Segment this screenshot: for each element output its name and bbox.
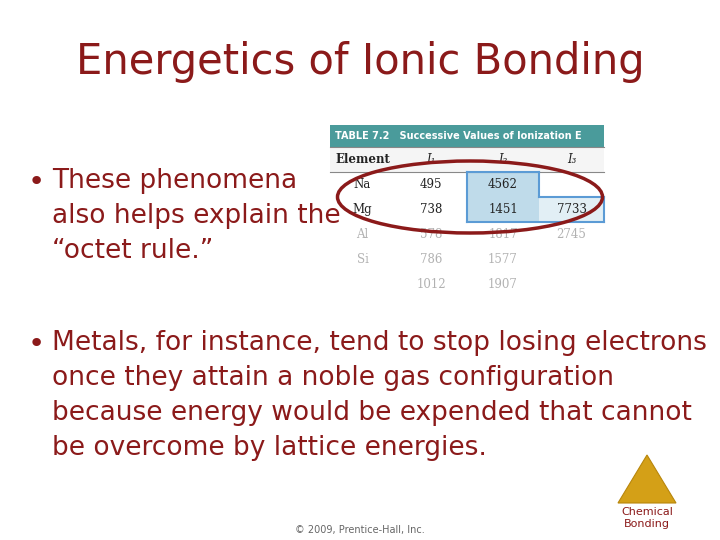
Text: Si: Si	[356, 253, 369, 266]
FancyBboxPatch shape	[330, 125, 604, 147]
Text: Mg: Mg	[353, 203, 372, 216]
Text: 4562: 4562	[488, 178, 518, 191]
FancyBboxPatch shape	[467, 172, 539, 197]
Text: TABLE 7.2   Successive Values of Ionization E: TABLE 7.2 Successive Values of Ionizatio…	[335, 131, 582, 141]
Text: 1577: 1577	[488, 253, 518, 266]
Text: 578: 578	[420, 228, 442, 241]
Text: 1012: 1012	[416, 278, 446, 291]
Text: 495: 495	[420, 178, 442, 191]
Polygon shape	[618, 455, 676, 503]
Text: 1451: 1451	[488, 203, 518, 216]
Text: also helps explain the: also helps explain the	[52, 203, 341, 229]
Text: These phenomena: These phenomena	[52, 168, 297, 194]
Text: Metals, for instance, tend to stop losing electrons: Metals, for instance, tend to stop losin…	[52, 330, 707, 356]
Text: I₂: I₂	[498, 153, 508, 166]
Text: 786: 786	[420, 253, 442, 266]
Text: Al: Al	[356, 228, 369, 241]
Text: •: •	[28, 330, 45, 358]
Text: Chemical
Bonding: Chemical Bonding	[621, 507, 673, 529]
Text: because energy would be expended that cannot: because energy would be expended that ca…	[52, 400, 692, 426]
FancyBboxPatch shape	[330, 147, 604, 172]
Text: Energetics of Ionic Bonding: Energetics of Ionic Bonding	[76, 41, 644, 83]
Text: 1817: 1817	[488, 228, 518, 241]
FancyBboxPatch shape	[467, 197, 539, 222]
Text: 7733: 7733	[557, 203, 587, 216]
Text: 738: 738	[420, 203, 442, 216]
Text: Na: Na	[354, 178, 371, 191]
Text: Element: Element	[335, 153, 390, 166]
Text: I₃: I₃	[567, 153, 576, 166]
Text: “octet rule.”: “octet rule.”	[52, 238, 213, 264]
Text: once they attain a noble gas configuration: once they attain a noble gas configurati…	[52, 365, 614, 391]
Text: 2745: 2745	[557, 228, 586, 241]
Text: 1907: 1907	[488, 278, 518, 291]
Text: © 2009, Prentice-Hall, Inc.: © 2009, Prentice-Hall, Inc.	[295, 525, 425, 535]
FancyBboxPatch shape	[539, 197, 604, 222]
Text: I₁: I₁	[426, 153, 436, 166]
Text: be overcome by lattice energies.: be overcome by lattice energies.	[52, 435, 487, 461]
Text: •: •	[28, 168, 45, 196]
